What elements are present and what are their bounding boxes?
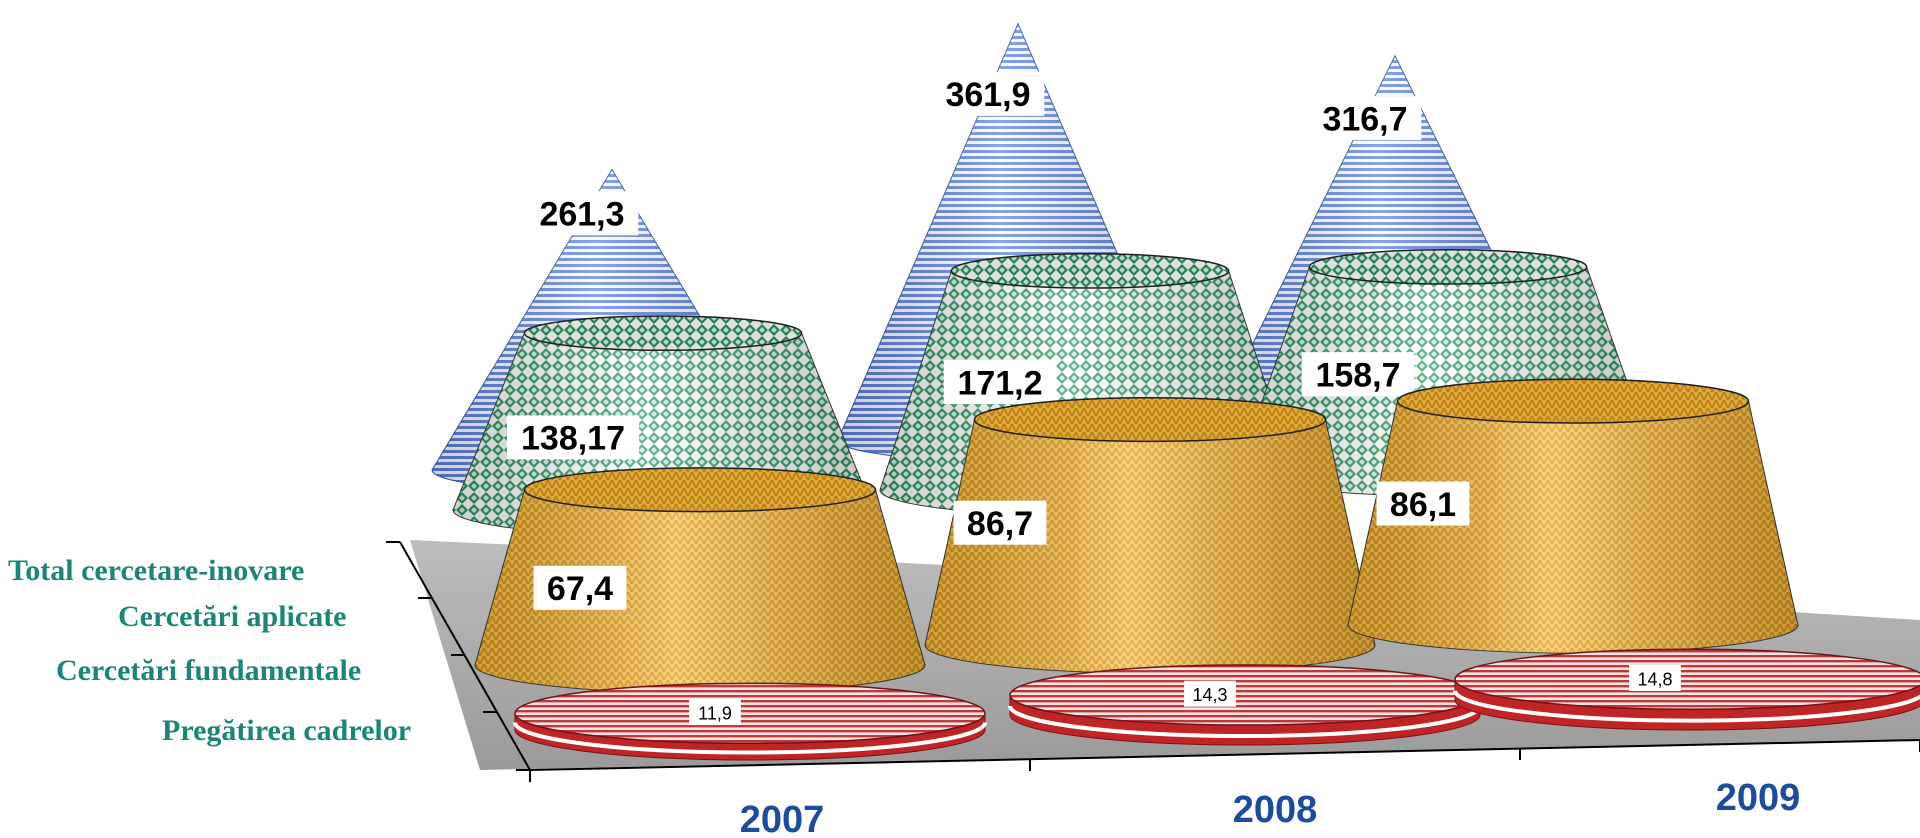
data-label-2-2: 86,1 xyxy=(1390,486,1456,524)
front-axis-ticks xyxy=(529,740,1920,782)
legend-label-series-1: Cercetări aplicate xyxy=(118,600,347,633)
frustum-top-shade xyxy=(524,467,876,512)
frustum-top-shade xyxy=(524,315,802,351)
data-label-1-1: 171,2 xyxy=(957,364,1042,402)
data-label-box xyxy=(931,71,1045,116)
frustum-top xyxy=(1396,378,1750,424)
x-tick-label-2009: 2009 xyxy=(1716,777,1801,819)
data-label-box xyxy=(1308,96,1422,141)
frustum-top xyxy=(1308,248,1588,285)
legend-label-series-0: Total cercetare-inovare xyxy=(8,554,304,587)
data-label-3-1: 14,3 xyxy=(1192,685,1227,705)
x-tick-label-2007: 2007 xyxy=(740,799,825,838)
frustum-shade xyxy=(475,489,925,693)
data-label-0-2: 316,7 xyxy=(1322,100,1407,138)
disc-top xyxy=(1454,648,1920,711)
mark-series-3-2008: 14,3 xyxy=(1008,664,1482,746)
data-label-3-0: 11,9 xyxy=(698,703,732,723)
disc-stripe xyxy=(1008,705,1482,738)
data-label-box xyxy=(533,565,627,610)
data-label-box xyxy=(943,360,1057,405)
data-label-2-0: 67,4 xyxy=(547,570,613,608)
frustum-shade xyxy=(925,419,1375,673)
mark-series-2-2008: 86,7 xyxy=(924,396,1376,674)
data-label-0-0: 261,3 xyxy=(539,196,624,234)
data-label-box xyxy=(1301,352,1415,397)
data-label-1-0: 138,17 xyxy=(521,420,625,458)
frustum-top-shade xyxy=(974,397,1326,442)
data-label-2-1: 86,7 xyxy=(967,505,1033,543)
data-label-box xyxy=(506,415,640,460)
data-label-1-2: 158,7 xyxy=(1315,356,1400,394)
data-label-box xyxy=(1184,680,1236,707)
disc-stripe xyxy=(1453,690,1920,723)
frustum-top xyxy=(523,467,877,513)
data-label-box xyxy=(525,191,639,236)
disc-top xyxy=(1009,664,1481,726)
disc-top xyxy=(514,682,986,745)
data-label-0-1: 361,9 xyxy=(945,76,1030,114)
data-label-box xyxy=(689,699,741,726)
data-label-box xyxy=(953,500,1047,545)
mark-series-3-2009: 14,8 xyxy=(1453,648,1920,731)
data-label-3-2: 14,8 xyxy=(1637,669,1672,689)
chart-front-axis xyxy=(529,739,1920,771)
frustum-shade xyxy=(1348,401,1798,653)
mark-series-3-2007: 11,9 xyxy=(513,682,987,761)
frustum-top-shade xyxy=(951,253,1229,289)
frustum-top xyxy=(950,252,1230,289)
frustum-top-shade xyxy=(1397,379,1749,423)
mark-series-2-2009: 86,1 xyxy=(1347,378,1799,654)
legend-label-series-2: Cercetări fundamentale xyxy=(56,654,361,687)
mark-series-2-2007: 67,4 xyxy=(474,467,926,694)
x-tick-label-2008: 2008 xyxy=(1233,789,1318,831)
frustum-top xyxy=(523,315,803,352)
frustum-top-shade xyxy=(1309,249,1587,285)
chart-marks: 261,3 361,9 316,7 138,17 171,2 158,7 67,4 86,7 8… xyxy=(431,22,1920,761)
legend-label-series-3: Pregătirea cadrelor xyxy=(162,714,411,747)
data-label-box xyxy=(1629,665,1681,691)
frustum-top xyxy=(973,396,1327,443)
depth-axis-ticks xyxy=(386,541,530,771)
data-label-box xyxy=(1376,481,1470,526)
disc-stripe xyxy=(513,722,987,755)
